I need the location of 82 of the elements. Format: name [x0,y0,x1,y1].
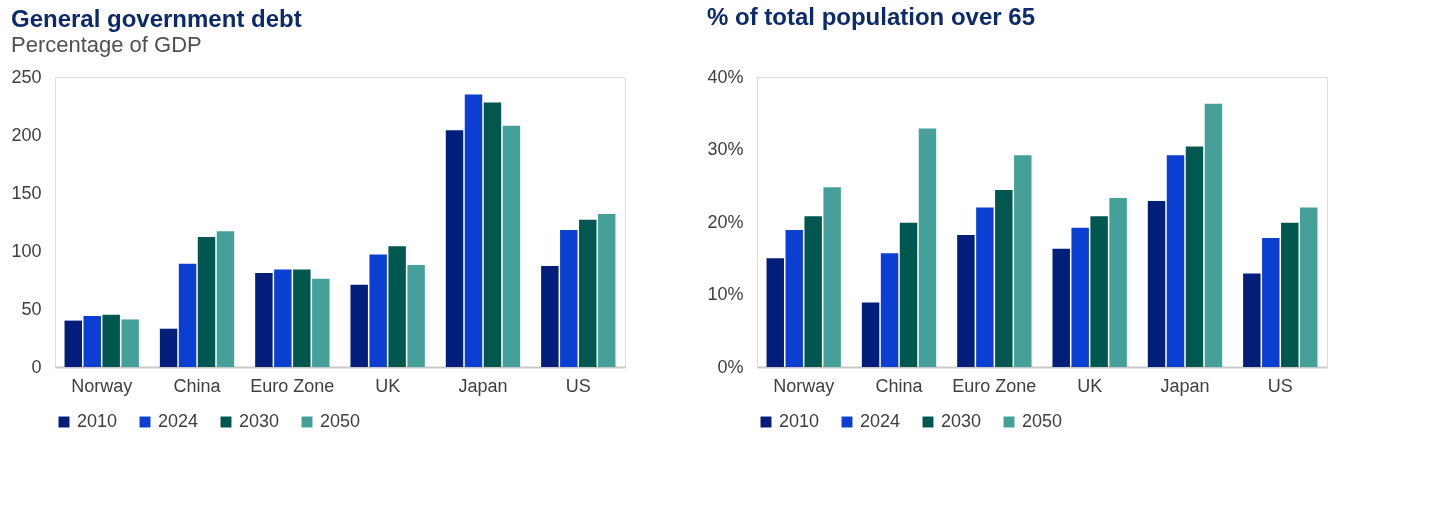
x-tick-label: China [875,375,924,396]
bar [823,187,841,367]
bar [1204,103,1223,367]
bar [918,128,937,367]
y-tick-label: 10% [707,284,744,304]
bar [1243,273,1261,367]
x-tick-label: US [565,375,591,396]
bar [388,246,406,367]
y-tick-label: 40% [707,66,744,87]
bar [861,302,880,367]
bar [502,125,521,367]
y-tick-label: 200 [11,124,42,145]
bar [804,216,822,367]
x-tick-label: Norway [71,375,133,396]
bar [1147,200,1166,367]
bar [483,102,502,367]
bar [785,229,803,367]
bar [1185,146,1204,367]
bar [1166,155,1185,367]
bar [83,315,101,367]
bar [178,263,197,367]
bar [255,273,273,367]
bar [197,237,216,367]
bar [1109,198,1127,367]
x-tick-label: Euro Zone [250,375,335,396]
legend-label: 2010 [779,411,820,431]
y-tick-label: 0 [31,356,42,377]
x-tick-label: UK [1077,375,1103,396]
bar [274,269,292,367]
bar [1014,155,1032,367]
y-tick-label: 30% [707,139,744,159]
x-tick-label: Norway [773,375,835,396]
legend-label: 2010 [77,411,118,431]
chart-subtitle: Percentage of GDP [10,32,202,57]
bar [1262,237,1280,367]
x-tick-label: UK [375,375,401,396]
bar [407,264,425,367]
bar [560,230,578,367]
bar [766,258,784,367]
bar [880,253,899,367]
legend-label: 2024 [158,411,199,431]
bar [579,219,597,367]
bar [899,222,918,367]
x-tick-label: US [1267,375,1293,396]
legend-label: 2050 [320,411,361,431]
bar [957,235,975,367]
bar [1071,227,1089,367]
bar [995,190,1013,367]
bar [1300,207,1318,367]
bar [976,207,994,367]
bar [1090,216,1108,367]
legend-label: 2030 [239,411,280,431]
bar [464,94,483,367]
bar [64,320,82,367]
bar [541,266,559,367]
bar [445,130,464,367]
bar [159,328,178,367]
bar [598,213,616,367]
bar [293,269,311,367]
bar [350,284,368,367]
chart-title: % of total population over 65 [706,3,1035,30]
y-tick-label: 20% [707,211,744,232]
x-tick-label: Japan [1160,375,1210,396]
y-tick-label: 100 [11,240,42,261]
legend-label: 2050 [1022,411,1063,431]
chart-title: General government debt [10,5,302,32]
y-tick-label: 0% [717,356,744,377]
legend-label: 2024 [860,411,901,431]
legend-label: 2030 [941,411,982,431]
y-tick-label: 250 [11,66,42,87]
bar [1052,248,1070,367]
x-tick-label: China [173,375,222,396]
bar [121,319,139,367]
y-tick-label: 50 [21,298,42,319]
y-tick-label: 150 [11,182,42,203]
bar [216,231,235,367]
bar [102,314,120,367]
x-tick-label: Japan [458,375,508,396]
bar [1281,222,1299,367]
bar [369,254,387,367]
bar [312,278,330,367]
x-tick-label: Euro Zone [952,375,1037,396]
